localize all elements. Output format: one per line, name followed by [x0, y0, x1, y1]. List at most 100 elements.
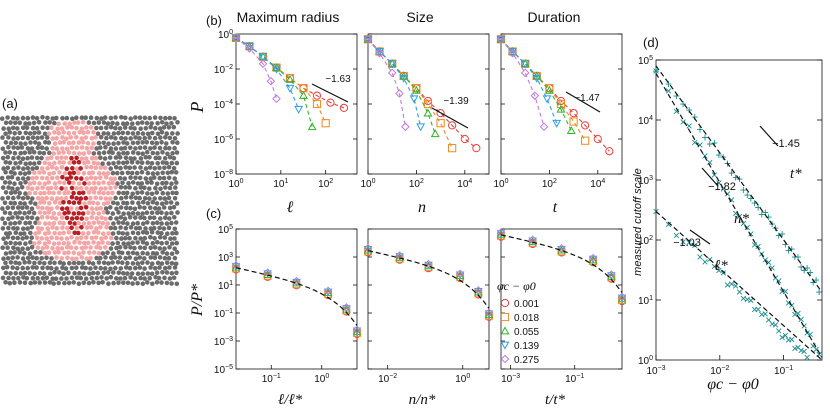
particle — [152, 145, 157, 150]
particle — [23, 241, 28, 246]
particle — [104, 135, 109, 141]
particle — [106, 141, 111, 146]
particle — [64, 236, 70, 241]
particle — [135, 151, 141, 156]
particle — [159, 140, 164, 145]
data-point: + — [740, 183, 747, 197]
particle — [59, 186, 64, 191]
particle — [17, 210, 23, 215]
particle — [59, 276, 64, 281]
particle — [175, 140, 180, 145]
particle — [76, 281, 82, 287]
particle — [147, 196, 152, 201]
particle — [3, 150, 8, 155]
particle — [6, 225, 11, 231]
particle — [96, 220, 101, 225]
particle — [17, 190, 23, 196]
particle — [123, 255, 128, 261]
particle — [28, 200, 33, 205]
particle — [118, 165, 123, 171]
particle — [69, 185, 75, 191]
particle — [43, 221, 48, 226]
particle — [113, 165, 119, 170]
particle — [133, 215, 138, 220]
particle — [15, 246, 21, 252]
particle — [172, 236, 177, 241]
data-point — [556, 104, 566, 113]
particle — [90, 200, 96, 206]
data-point — [363, 35, 373, 44]
particle — [16, 155, 21, 160]
particle — [154, 270, 160, 276]
particle — [128, 136, 133, 141]
particle — [23, 220, 28, 226]
particle — [5, 235, 11, 240]
data-point: + — [762, 205, 769, 219]
particle — [142, 115, 148, 121]
particle — [135, 130, 141, 136]
particle — [164, 141, 169, 146]
particle — [98, 265, 103, 271]
particle — [57, 260, 63, 265]
particle — [102, 115, 108, 120]
particle — [148, 146, 153, 151]
particle — [37, 150, 42, 156]
particle — [106, 150, 112, 155]
particle — [169, 241, 175, 246]
particle — [95, 270, 101, 276]
x-tick-label: 10−2 — [710, 365, 729, 377]
particle — [105, 131, 111, 136]
particle — [38, 250, 43, 255]
data-point — [307, 122, 317, 131]
data-point — [484, 308, 494, 317]
particle — [116, 220, 121, 225]
data-point — [409, 95, 419, 104]
particle — [21, 275, 26, 280]
particle — [63, 186, 69, 191]
particle — [55, 246, 60, 251]
particle — [29, 186, 35, 191]
data-point: × — [788, 299, 795, 313]
data-point: + — [691, 110, 698, 124]
particle — [145, 251, 150, 256]
particle — [174, 270, 179, 276]
data-point: + — [807, 266, 814, 280]
particle — [125, 250, 131, 256]
particle — [148, 265, 153, 270]
particle — [51, 241, 57, 246]
particle — [28, 140, 33, 145]
particle — [113, 146, 119, 151]
particle — [15, 226, 20, 231]
particle — [167, 276, 173, 281]
particle — [15, 215, 20, 220]
particle — [12, 220, 18, 226]
particle — [33, 249, 38, 255]
data-point: × — [755, 239, 762, 253]
particle — [34, 116, 40, 121]
data-point: × — [801, 345, 808, 359]
particle — [27, 190, 32, 196]
particle — [83, 195, 89, 201]
particle — [153, 125, 158, 131]
particle — [175, 120, 180, 125]
particle — [130, 140, 136, 146]
particle — [84, 216, 89, 222]
particle — [79, 145, 85, 150]
particle — [18, 271, 24, 276]
particle — [74, 166, 80, 171]
particle — [137, 145, 143, 151]
particle — [29, 155, 35, 160]
particle — [167, 154, 173, 160]
data-point — [496, 35, 506, 44]
data-point: × — [769, 317, 776, 331]
particle — [8, 120, 13, 125]
particle — [98, 186, 104, 191]
particle — [133, 186, 138, 191]
particle — [30, 125, 36, 131]
particle — [137, 245, 143, 250]
particle — [28, 240, 33, 245]
particle — [96, 211, 102, 216]
particle — [51, 170, 57, 176]
particle — [15, 205, 21, 210]
particle — [29, 146, 35, 151]
